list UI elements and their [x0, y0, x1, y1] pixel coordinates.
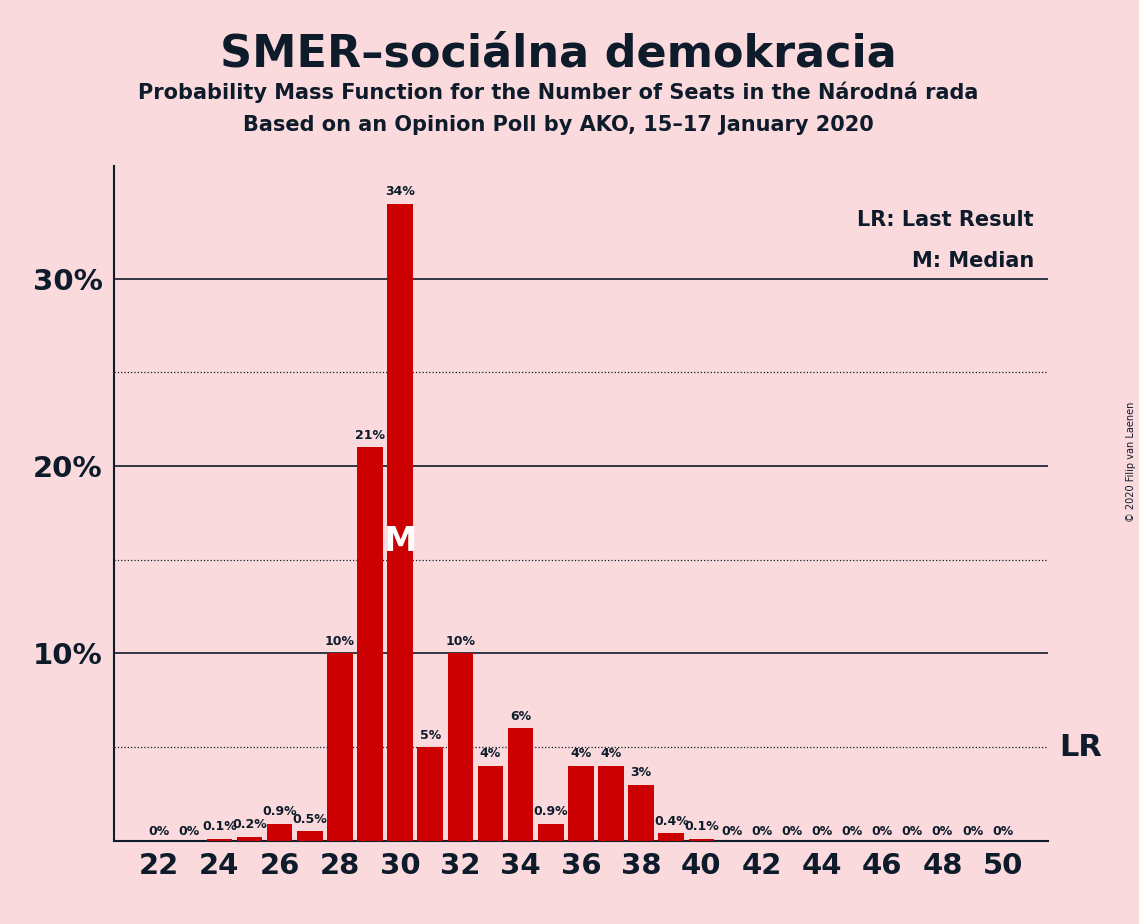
- Text: Based on an Opinion Poll by AKO, 15–17 January 2020: Based on an Opinion Poll by AKO, 15–17 J…: [243, 115, 874, 135]
- Bar: [598, 766, 624, 841]
- Bar: [417, 748, 443, 841]
- Bar: [327, 653, 353, 841]
- Text: 0%: 0%: [932, 825, 953, 838]
- Bar: [658, 833, 685, 841]
- Text: 0%: 0%: [179, 825, 199, 838]
- Bar: [568, 766, 593, 841]
- Text: 5%: 5%: [419, 728, 441, 742]
- Bar: [508, 728, 533, 841]
- Bar: [629, 784, 654, 841]
- Text: 34%: 34%: [385, 185, 415, 198]
- Text: 0%: 0%: [148, 825, 170, 838]
- Text: © 2020 Filip van Laenen: © 2020 Filip van Laenen: [1126, 402, 1136, 522]
- Text: 3%: 3%: [631, 766, 652, 779]
- Text: 0%: 0%: [962, 825, 983, 838]
- Text: 0%: 0%: [781, 825, 802, 838]
- Text: M: Median: M: Median: [911, 250, 1034, 271]
- Text: 10%: 10%: [325, 635, 355, 648]
- Text: 0%: 0%: [992, 825, 1014, 838]
- Text: 4%: 4%: [571, 748, 591, 760]
- Text: Probability Mass Function for the Number of Seats in the Národná rada: Probability Mass Function for the Number…: [138, 81, 978, 103]
- Text: 0%: 0%: [811, 825, 833, 838]
- Text: LR: Last Result: LR: Last Result: [858, 210, 1034, 230]
- Bar: [689, 839, 714, 841]
- Text: 4%: 4%: [480, 748, 501, 760]
- Text: 0.4%: 0.4%: [654, 815, 689, 828]
- Text: 0%: 0%: [751, 825, 772, 838]
- Text: LR: LR: [1059, 733, 1101, 761]
- Text: 21%: 21%: [355, 429, 385, 442]
- Text: 0.1%: 0.1%: [685, 821, 719, 833]
- Text: 0.2%: 0.2%: [232, 819, 267, 832]
- Text: 4%: 4%: [600, 748, 622, 760]
- Text: 0%: 0%: [871, 825, 893, 838]
- Text: 0.9%: 0.9%: [533, 806, 568, 819]
- Bar: [237, 837, 262, 841]
- Text: 0%: 0%: [902, 825, 923, 838]
- Bar: [477, 766, 503, 841]
- Bar: [538, 824, 564, 841]
- Text: 0%: 0%: [721, 825, 743, 838]
- Text: SMER–sociálna demokracia: SMER–sociálna demokracia: [220, 32, 896, 76]
- Text: 0.1%: 0.1%: [202, 821, 237, 833]
- Bar: [206, 839, 232, 841]
- Text: 6%: 6%: [510, 710, 531, 723]
- Text: 0.9%: 0.9%: [262, 806, 297, 819]
- Bar: [297, 832, 322, 841]
- Text: 10%: 10%: [445, 635, 475, 648]
- Text: 0.5%: 0.5%: [293, 813, 327, 826]
- Bar: [267, 824, 293, 841]
- Bar: [387, 204, 413, 841]
- Text: 0%: 0%: [842, 825, 862, 838]
- Text: M: M: [384, 525, 417, 557]
- Bar: [448, 653, 473, 841]
- Bar: [358, 447, 383, 841]
